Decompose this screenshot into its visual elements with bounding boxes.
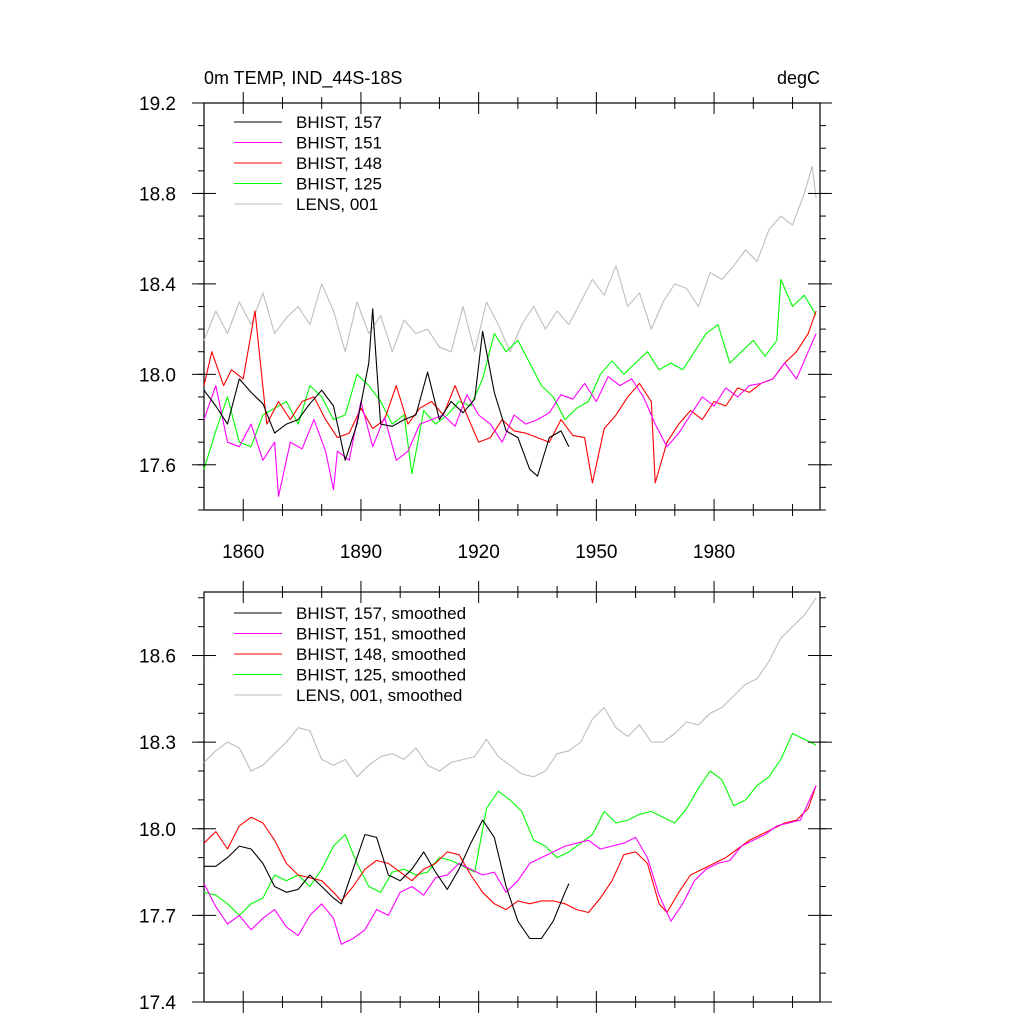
legend-label: LENS, 001, smoothed	[296, 686, 462, 705]
legend-label: BHIST, 157	[296, 113, 382, 132]
series-line	[203, 333, 817, 497]
axes: 1860 1890 1920 1950 1980 17.6 18.0 18.4 18.8 19.2	[139, 92, 832, 563]
legend-label: BHIST, 148, smoothed	[296, 645, 466, 664]
x-tick-label: 1980	[693, 542, 735, 563]
series-line	[203, 308, 570, 477]
series-line	[204, 819, 570, 940]
legend-label: BHIST, 125	[296, 175, 382, 194]
series-line	[203, 785, 817, 914]
series-line	[203, 597, 817, 778]
legend-label: BHIST, 148	[296, 154, 382, 173]
legend-label: BHIST, 151	[296, 134, 382, 153]
x-tick-label: 1860	[222, 542, 264, 563]
y-tick-label: 18.8	[139, 184, 176, 205]
legend: BHIST, 157, smoothed BHIST, 151, smoothed…	[234, 604, 466, 705]
legend-label: LENS, 001	[296, 195, 378, 214]
y-tick-label: 18.4	[139, 275, 176, 296]
units-label: degC	[777, 68, 820, 88]
x-tick-label: 1950	[575, 542, 617, 563]
series-line	[203, 165, 817, 353]
y-tick-label: 18.6	[139, 647, 176, 668]
series-line	[203, 310, 817, 484]
y-tick-label: 17.6	[139, 456, 176, 477]
series-lines	[203, 597, 817, 945]
x-tick-label: 1920	[458, 542, 500, 563]
x-tick-label: 1890	[340, 542, 382, 563]
y-tick-label: 18.0	[139, 365, 176, 386]
y-tick-label: 17.7	[139, 906, 176, 927]
series-line	[203, 785, 817, 945]
y-tick-label: 18.0	[139, 820, 176, 841]
series-lines	[203, 165, 817, 497]
series-line	[203, 278, 817, 475]
legend-label: BHIST, 157, smoothed	[296, 604, 466, 623]
legend-label: BHIST, 151, smoothed	[296, 625, 466, 644]
y-tick-label: 18.3	[139, 733, 176, 754]
axes: 17.4 17.7 18.0 18.3 18.6	[139, 581, 832, 1014]
chart-title: 0m TEMP, IND_44S-18S	[204, 68, 402, 89]
plot-frame	[203, 591, 821, 1003]
y-tick-label: 19.2	[139, 94, 176, 115]
series-line	[203, 732, 817, 916]
y-tick-label: 17.4	[139, 993, 176, 1014]
legend-label: BHIST, 125, smoothed	[296, 666, 466, 685]
chart-top: 0m TEMP, IND_44S-18S degC 1860 1890 1920 19…	[139, 68, 832, 563]
chart-bottom: 17.4 17.7 18.0 18.3 18.6 BHIST, 157, smoothe…	[139, 581, 832, 1014]
